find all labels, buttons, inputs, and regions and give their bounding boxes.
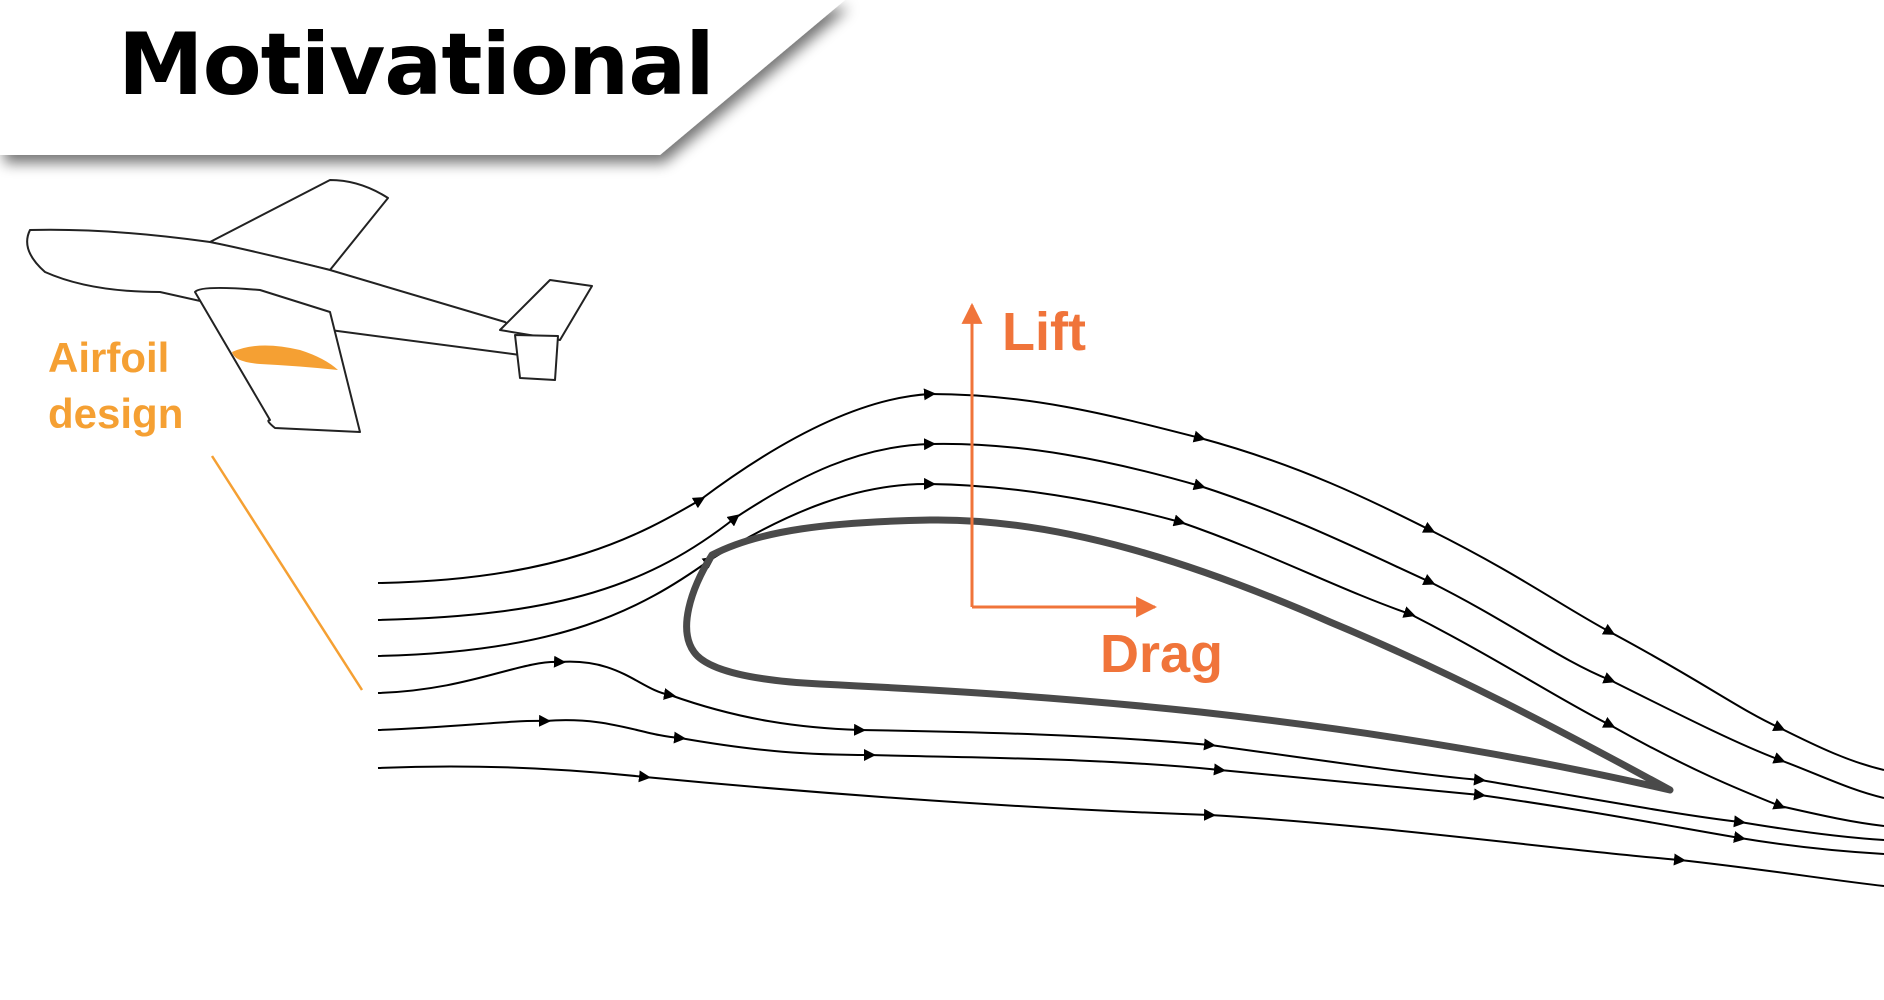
streamline-1d [1199,437,1436,533]
airplane-tail-fin [499,279,593,341]
streamline-1g [1779,727,1884,771]
streamline-2c [929,442,1206,491]
streamline-4e [1209,744,1486,786]
streamline-5b [544,719,686,744]
wing-airfoil-highlight [232,345,338,370]
streamline-2d [1199,485,1436,585]
airfoil-outline [683,516,1674,794]
streamline-5f [1479,794,1746,843]
streamline-6c [1209,814,1686,866]
streamline-4d [859,729,1216,751]
streamlines-upper [377,388,1884,887]
streamline-3a [377,556,715,657]
streamline-1e [1429,529,1616,635]
airplane-tail-lower [514,334,559,381]
streamline-2f [1609,679,1786,764]
streamline-5a [377,714,551,731]
streamline-5c [679,737,876,761]
streamline-3f [1609,724,1786,810]
page-title: Motivational [118,15,715,115]
airplane-fuselage [26,228,523,356]
airplane-upper-wing [209,179,389,271]
streamline-4g [1739,821,1884,841]
streamline-4b [559,660,676,700]
streamline-2g [1779,759,1884,799]
streamline-4c [669,694,866,736]
streamline-5g [1739,837,1884,855]
streamline-4a [377,655,566,694]
streamline-1c [929,393,1206,443]
banner-shape [0,0,845,155]
streamline-1b [699,388,936,501]
drag-label: Drag [1100,624,1223,684]
streamline-5d [869,754,1226,776]
streamline-2a [377,514,740,621]
airfoil-pointer-line [210,455,364,691]
streamline-3e [1409,613,1616,728]
streamline-4f [1479,779,1746,828]
title-banner [0,0,845,155]
lift-label: Lift [1002,302,1086,362]
streamline-5e [1219,769,1486,801]
streamline-3g [1779,805,1884,827]
streamline-2b [734,438,936,519]
streamline-1a [377,496,706,584]
streamline-6d [1679,859,1884,887]
airfoil-label-line2: design [48,390,183,437]
streamline-6a [377,765,651,783]
streamline-1f [1609,631,1786,732]
streamline-3c [929,483,1186,527]
streamline-6b [644,776,1216,821]
streamline-2e [1429,581,1616,684]
airfoil-label-line1: Airfoil [48,334,169,381]
streamline-3d [1179,521,1416,618]
